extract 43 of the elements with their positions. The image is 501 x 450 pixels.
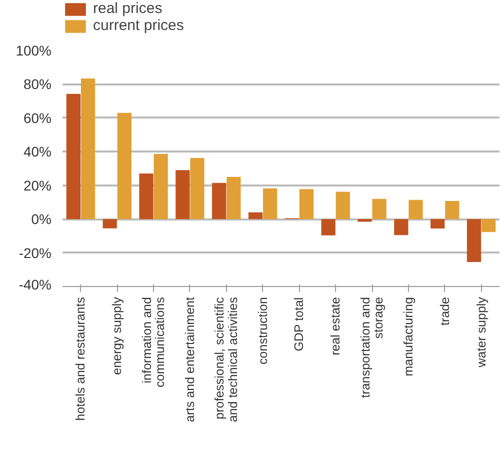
bar [248, 212, 263, 220]
bar [394, 219, 408, 236]
y-tick-label: -20% [18, 244, 52, 261]
bar [212, 182, 226, 220]
x-tick-label: GDP total [292, 297, 306, 352]
bar [299, 189, 314, 220]
bar [466, 219, 482, 262]
y-tick-label: 100% [16, 42, 52, 58]
bar [80, 78, 96, 220]
x-tick-label: transportation and storage [358, 297, 386, 398]
bar [102, 219, 117, 228]
bar [408, 200, 423, 220]
y-tick-label: -40% [18, 276, 52, 292]
bar [321, 219, 336, 236]
bar [66, 94, 80, 220]
x-tick-label: construction [256, 297, 270, 364]
bar [139, 174, 154, 220]
legend-label: current prices [93, 17, 184, 34]
bar [154, 154, 168, 220]
bar [190, 158, 204, 220]
x-tick-label: real estate [328, 297, 343, 356]
y-tick-label: 0% [31, 211, 52, 228]
y-tick-label: 20% [23, 177, 52, 194]
bar [372, 198, 386, 220]
x-tick-label: manufacturing [401, 297, 416, 376]
bar [430, 219, 445, 229]
bar [336, 192, 350, 220]
x-tick-label: trade [438, 297, 452, 326]
legend-label: real prices [93, 0, 162, 17]
y-tick-label: 60% [23, 110, 52, 126]
bar [482, 219, 496, 232]
bar [445, 201, 460, 220]
x-tick-label: hotels and restaurants [74, 297, 88, 421]
bar [226, 176, 241, 220]
bar [358, 219, 372, 222]
y-tick-label: 80% [23, 76, 52, 92]
x-tick-label: energy supply [110, 296, 124, 375]
x-tick-label: arts and entertainment [182, 296, 197, 422]
bar [176, 170, 190, 220]
x-tick-label: water supply [474, 296, 488, 368]
y-tick-label: 40% [23, 144, 52, 160]
bar [117, 112, 132, 220]
bar [263, 188, 278, 220]
